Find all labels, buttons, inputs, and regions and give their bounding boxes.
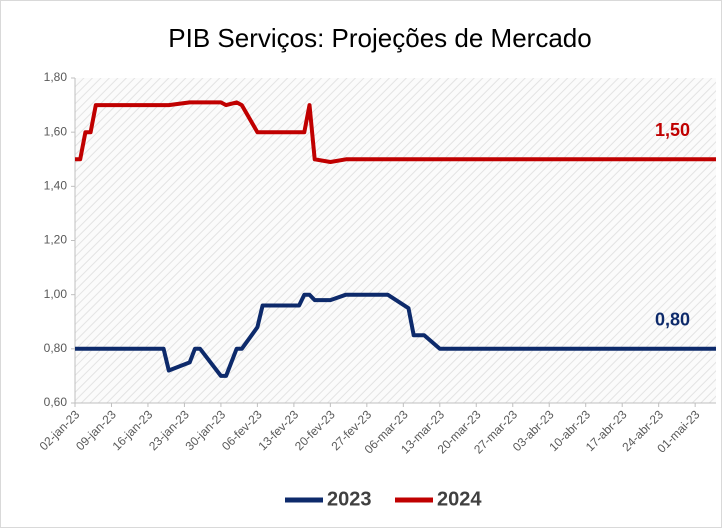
y-tick-label: 0,80 (44, 341, 68, 355)
y-tick-label: 1,80 (44, 70, 68, 84)
series-line (75, 100, 716, 164)
series-line (75, 292, 716, 378)
y-tick-label: 1,20 (44, 233, 68, 247)
plot-area (75, 78, 716, 403)
data-label: 0,80 (655, 310, 690, 330)
y-tick-label: 1,00 (44, 287, 68, 301)
y-tick-label: 0,60 (44, 395, 68, 409)
y-tick-label: 1,40 (44, 179, 68, 193)
data-label: 1,50 (655, 120, 690, 140)
legend-label: 2024 (437, 488, 482, 510)
y-tick-label: 1,60 (44, 124, 68, 138)
legend-label: 2023 (327, 488, 372, 510)
chart-title: PIB Serviços: Projeções de Mercado (168, 23, 591, 53)
